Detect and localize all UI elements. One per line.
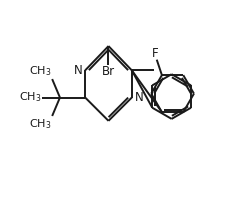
Text: CH$_3$: CH$_3$ [29,117,51,131]
Text: F: F [152,47,158,60]
Text: N: N [74,64,82,77]
Text: N: N [135,91,143,104]
Text: Br: Br [102,65,115,78]
Text: CH$_3$: CH$_3$ [19,91,42,104]
Text: CH$_3$: CH$_3$ [29,64,51,78]
